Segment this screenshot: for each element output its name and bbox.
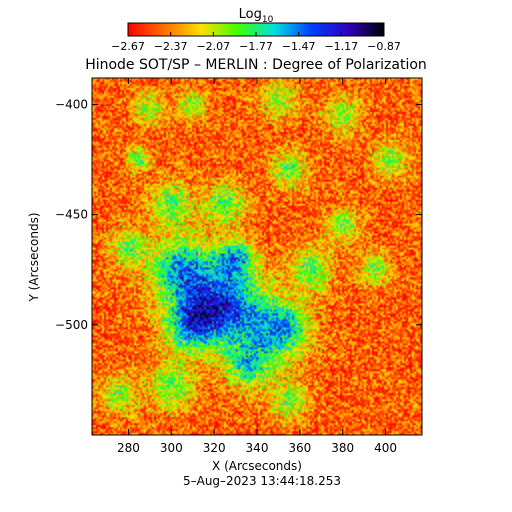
colorbar-tick-label: −2.07: [196, 40, 230, 53]
colorbar-tick-label: −2.37: [154, 40, 188, 53]
y-tick-label: −500: [55, 318, 88, 332]
x-tick-label: 360: [288, 441, 311, 455]
x-tick-label: 340: [246, 441, 269, 455]
x-tick-label: 320: [203, 441, 226, 455]
x-tick-label: 280: [117, 441, 140, 455]
x-axis-label: X (Arcseconds): [212, 459, 302, 473]
y-tick-label: −400: [55, 97, 88, 111]
footer-timestamp: 5–Aug–2023 13:44:18.253: [183, 474, 341, 488]
y-tick-label: −450: [55, 208, 88, 222]
plot-area: 280 300 320 340 360 380 400 −400 −450 −500: [55, 77, 423, 455]
heatmap-image: [92, 78, 422, 435]
y-axis-label: Y (Arcseconds): [27, 212, 41, 302]
x-axis-ticks: 280 300 320 340 360 380 400: [117, 78, 397, 455]
colorbar-tick-label: −0.87: [367, 40, 401, 53]
y-axis-ticks: −400 −450 −500: [55, 97, 422, 332]
chart-title: Hinode SOT/SP – MERLIN : Degree of Polar…: [85, 57, 427, 73]
colorbar-label-base: Log: [239, 7, 262, 22]
colorbar-tick-label: −2.67: [111, 40, 145, 53]
colorbar-label: Log10: [239, 7, 274, 25]
colorbar-tick-label: −1.17: [324, 40, 358, 53]
colorbar-label-subscript: 10: [262, 15, 274, 25]
x-tick-label: 400: [374, 441, 397, 455]
colorbar: Log10 −2.67 −2.37 −2.07 −1.77 −1.47 −1.17 −0.8…: [111, 7, 401, 53]
colorbar-ticks: −2.67 −2.37 −2.07 −1.77 −1.47 −1.17 −0.87: [111, 32, 401, 53]
x-tick-label: 380: [331, 441, 354, 455]
x-tick-label: 300: [160, 441, 183, 455]
colorbar-tick-label: −1.77: [239, 40, 273, 53]
colorbar-tick-label: −1.47: [282, 40, 316, 53]
